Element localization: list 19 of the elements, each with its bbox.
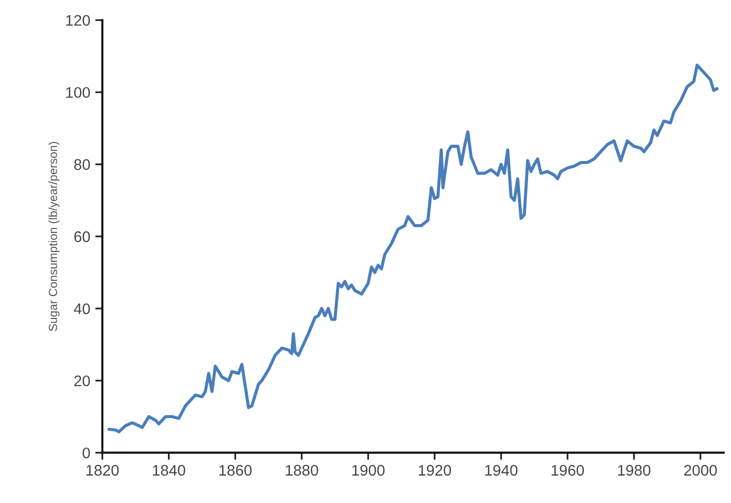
y-tick-label: 100 bbox=[66, 87, 90, 98]
x-tick-label: 1940 bbox=[485, 464, 518, 476]
y-tick-label: 0 bbox=[82, 448, 90, 458]
x-tick-label: 1860 bbox=[219, 464, 252, 476]
y-tick-label: 20 bbox=[74, 375, 90, 386]
x-tick-label: 1880 bbox=[286, 464, 318, 476]
x-tick-label: 1960 bbox=[552, 464, 584, 476]
y-axis-title: Sugar Consumption (lb/year/person) bbox=[48, 142, 60, 332]
x-tick-label: 1900 bbox=[352, 464, 385, 476]
x-tick-label: 1820 bbox=[86, 464, 119, 476]
y-tick-label: 60 bbox=[74, 231, 90, 242]
y-tick-label: 40 bbox=[74, 303, 90, 314]
x-tick-label: 1920 bbox=[418, 464, 452, 476]
x-tick-label: 2000 bbox=[684, 464, 717, 476]
y-tick-label: 80 bbox=[74, 159, 90, 170]
line-series bbox=[107, 64, 719, 434]
x-tick-label: 1980 bbox=[618, 464, 650, 476]
y-tick-label: 120 bbox=[66, 14, 90, 26]
x-tick-label: 1840 bbox=[152, 464, 186, 476]
